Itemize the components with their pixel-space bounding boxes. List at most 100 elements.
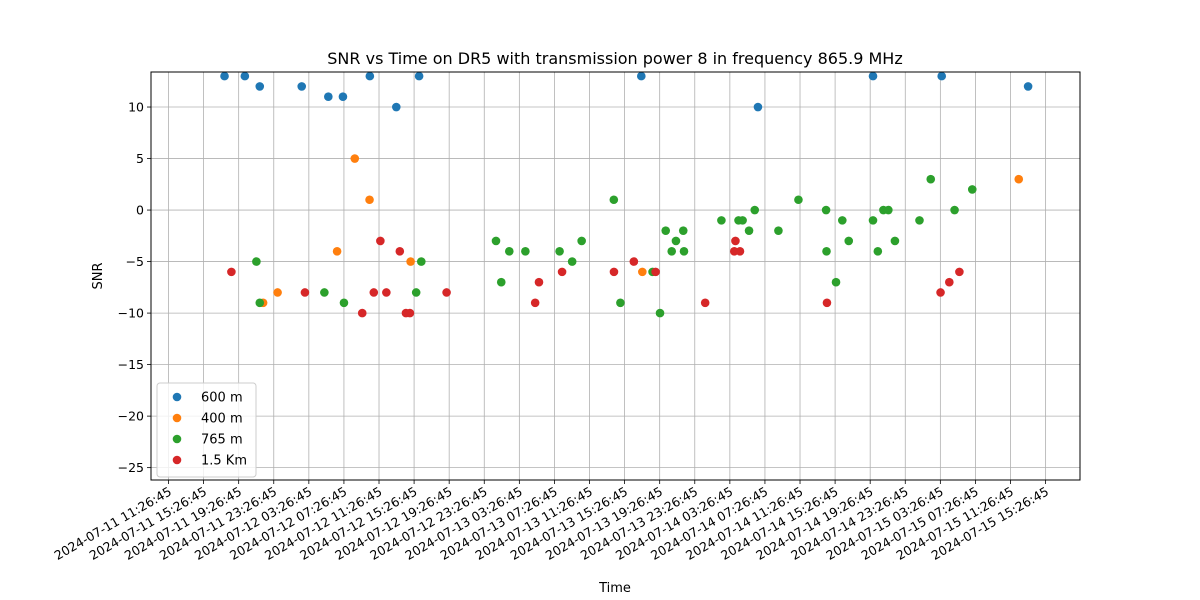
data-point <box>395 246 405 256</box>
data-point <box>945 277 954 287</box>
data-point <box>391 102 401 112</box>
legend-label: 765 m <box>201 433 243 448</box>
y-axis-title: SNR <box>91 262 106 289</box>
series-1-5-km <box>227 236 964 318</box>
data-point <box>252 257 261 266</box>
data-point <box>300 288 310 297</box>
data-point <box>255 82 265 91</box>
data-point <box>406 257 415 266</box>
data-point <box>382 288 391 297</box>
data-point <box>1014 174 1024 184</box>
data-point <box>822 246 831 256</box>
y-tick-label: −15 <box>118 357 144 372</box>
data-point <box>638 267 647 277</box>
data-point <box>220 71 229 81</box>
data-point <box>491 236 501 246</box>
legend-box <box>156 382 257 478</box>
data-point <box>794 195 803 205</box>
data-point <box>609 195 619 205</box>
data-point <box>357 308 367 318</box>
data-point <box>937 71 947 81</box>
data-point <box>629 257 639 266</box>
data-point <box>744 226 754 235</box>
data-points <box>220 71 1033 318</box>
data-point <box>350 154 360 163</box>
data-point <box>955 267 964 277</box>
data-point <box>320 288 329 297</box>
data-point <box>844 236 854 246</box>
legend-marker <box>172 455 182 465</box>
y-tick-label: −25 <box>118 460 144 475</box>
data-point <box>884 205 893 215</box>
data-point <box>671 236 681 246</box>
data-point <box>609 267 619 277</box>
data-point <box>667 246 677 256</box>
data-point <box>534 277 544 287</box>
legend-label: 600 m <box>201 391 243 406</box>
data-point <box>731 236 740 246</box>
data-point <box>369 288 379 297</box>
data-point <box>679 246 689 256</box>
data-point <box>555 246 564 256</box>
data-point <box>967 185 977 194</box>
data-point <box>678 226 688 235</box>
data-point <box>661 226 671 235</box>
data-point <box>339 298 349 308</box>
data-point <box>950 205 959 215</box>
legend-marker <box>172 413 182 423</box>
data-point <box>496 277 506 287</box>
data-point <box>273 288 282 297</box>
legend-label: 1.5 Km <box>201 454 247 469</box>
data-point <box>735 246 745 256</box>
data-point <box>227 267 236 277</box>
data-point <box>750 205 760 215</box>
y-tick-label: −5 <box>126 254 144 269</box>
data-point <box>868 71 878 81</box>
data-point <box>504 246 514 256</box>
data-point <box>332 246 342 256</box>
data-point <box>838 216 847 225</box>
data-point <box>655 308 665 318</box>
data-point <box>738 216 747 225</box>
data-point <box>365 195 374 205</box>
data-point <box>376 236 385 246</box>
data-point <box>616 298 625 308</box>
plot-frame <box>150 71 1081 481</box>
series-765-m <box>252 174 977 318</box>
data-point <box>651 267 660 277</box>
y-tick-label: 5 <box>136 151 144 166</box>
y-tick-label: 0 <box>136 203 144 218</box>
x-axis-title: Time <box>598 581 631 596</box>
series-400-m <box>258 154 1024 308</box>
legend-label: 400 m <box>201 412 243 427</box>
data-point <box>521 246 530 256</box>
data-point <box>873 246 883 256</box>
data-point <box>822 298 832 308</box>
data-point <box>530 298 540 308</box>
data-point <box>577 236 586 246</box>
data-point <box>936 288 945 297</box>
data-point <box>567 257 577 266</box>
data-point <box>240 71 250 81</box>
data-point <box>297 82 307 91</box>
data-point <box>890 236 900 246</box>
data-point <box>915 216 924 225</box>
data-point <box>324 92 333 102</box>
data-point <box>700 298 710 308</box>
data-point <box>753 102 763 112</box>
data-point <box>774 226 783 235</box>
data-point <box>411 288 421 297</box>
data-point <box>717 216 726 225</box>
data-point <box>557 267 567 277</box>
data-point <box>821 205 831 215</box>
data-point <box>365 71 375 81</box>
data-point <box>414 71 424 81</box>
series-600-m <box>220 71 1033 112</box>
data-point <box>255 298 265 308</box>
data-point <box>1023 82 1033 91</box>
chart-title: SNR vs Time on DR5 with transmission pow… <box>327 49 902 68</box>
y-tick-label: 10 <box>128 100 144 115</box>
data-point <box>338 92 348 102</box>
